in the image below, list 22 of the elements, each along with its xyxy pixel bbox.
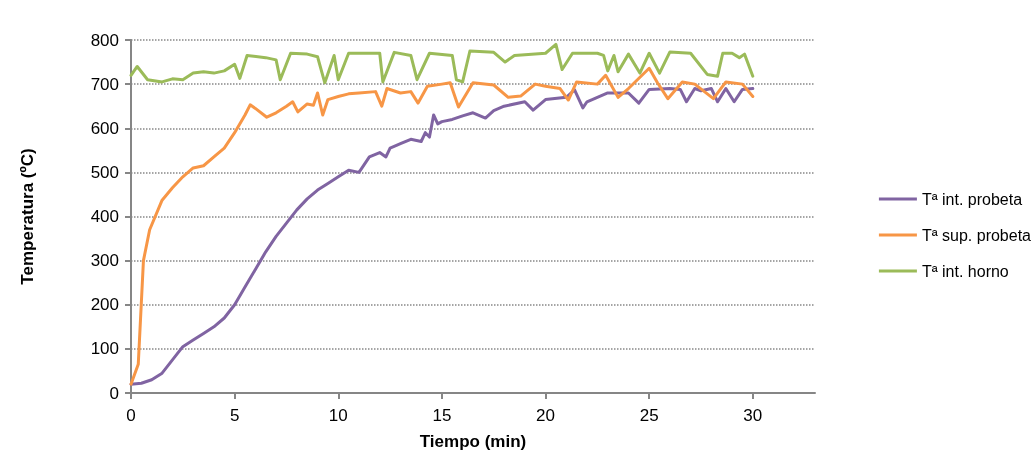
x-tick-label: 20 <box>536 406 556 425</box>
x-tick-label: 5 <box>229 406 240 425</box>
y-tick-label: 400 <box>90 207 119 226</box>
y-tick-label: 0 <box>109 383 119 403</box>
y-tick-label: 200 <box>90 295 119 315</box>
x-tick-label: 15 <box>432 406 452 425</box>
x-tick-label: 30 <box>743 406 763 425</box>
y-tick-label: 100 <box>90 339 119 359</box>
y-axis-title: Temperatura (ºC) <box>18 148 37 285</box>
legend-label: Tª sup. probeta <box>921 226 1032 244</box>
x-tick-label: 25 <box>639 406 659 425</box>
y-tick-label: 300 <box>90 251 119 271</box>
legend-label: Tª int. probeta <box>921 190 1023 208</box>
x-axis-title: Tiempo (min) <box>419 432 527 451</box>
y-tick-label: 800 <box>90 30 119 50</box>
y-tick-label: 700 <box>90 74 119 94</box>
legend-label: Tª int. horno <box>921 262 1009 280</box>
line-series <box>129 42 755 85</box>
x-tick-label: 0 <box>126 406 136 425</box>
y-tick-label: 600 <box>90 118 119 138</box>
x-tick-label: 10 <box>328 406 348 425</box>
y-tick-label: 500 <box>90 162 119 182</box>
